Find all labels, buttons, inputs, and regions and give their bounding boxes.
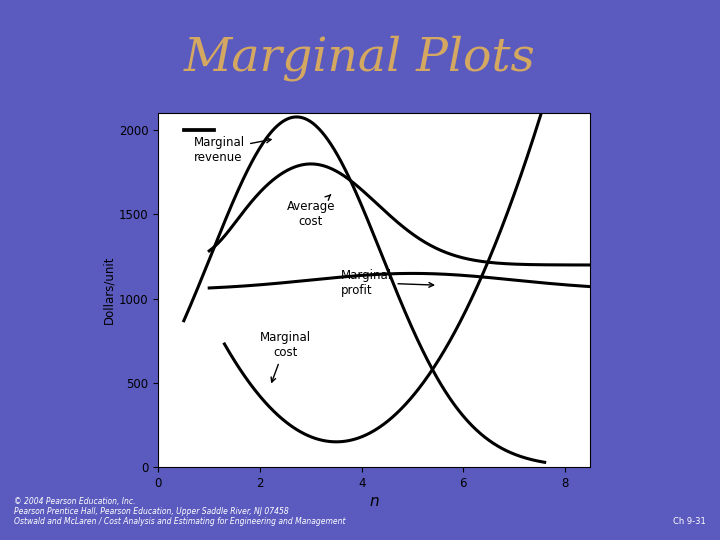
X-axis label: n: n bbox=[369, 494, 379, 509]
Text: Marginal Plots: Marginal Plots bbox=[184, 35, 536, 81]
Text: Average
cost: Average cost bbox=[287, 195, 335, 227]
Text: Marginal
revenue: Marginal revenue bbox=[194, 136, 271, 164]
Y-axis label: Dollars/unit: Dollars/unit bbox=[102, 256, 115, 325]
Text: Marginal
profit: Marginal profit bbox=[341, 268, 433, 296]
Text: Ch 9-31: Ch 9-31 bbox=[673, 517, 706, 526]
Text: © 2004 Pearson Education, Inc.
Pearson Prentice Hall, Pearson Education, Upper S: © 2004 Pearson Education, Inc. Pearson P… bbox=[14, 497, 346, 526]
Text: Marginal
cost: Marginal cost bbox=[260, 331, 311, 382]
